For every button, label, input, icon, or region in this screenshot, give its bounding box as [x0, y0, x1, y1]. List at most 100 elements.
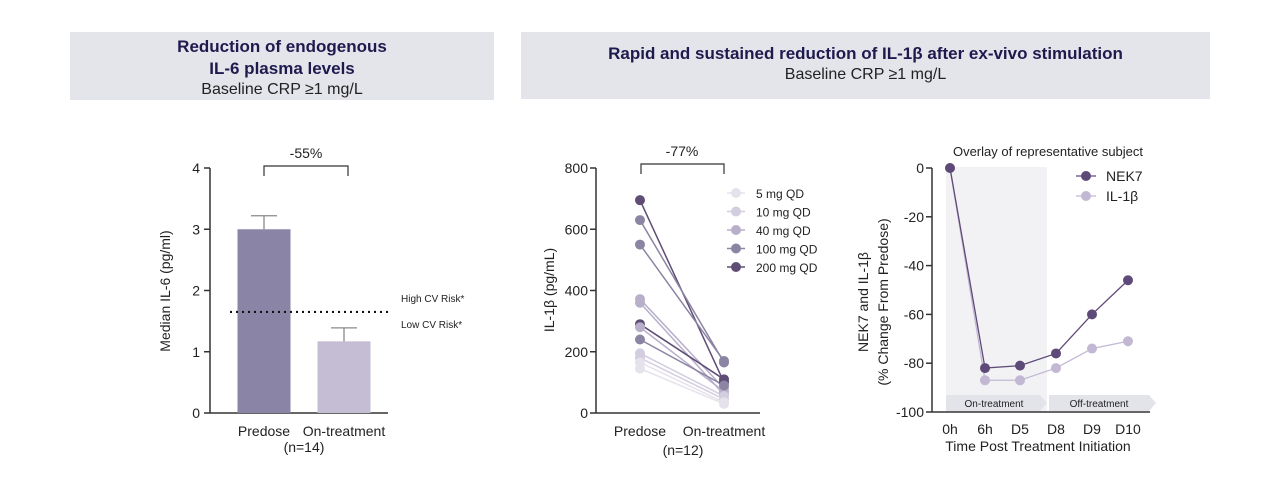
- c3-data-point: [980, 363, 990, 374]
- c2-data-point: [635, 334, 645, 345]
- header-left-title-line1: Reduction of endogenous: [177, 37, 387, 56]
- c3-x-axis-label: Time Post Treatment Initiation: [945, 438, 1130, 454]
- c2-subject-line: [639, 367, 725, 405]
- c3-x-tick-label: 6h: [977, 421, 993, 437]
- c2-legend-marker: [731, 188, 741, 198]
- c2-legend-label: 200 mg QD: [756, 261, 818, 275]
- c2-bracket: [640, 163, 725, 174]
- c3-on-treatment-shading: [946, 167, 1047, 412]
- c3-legend-marker: [1081, 191, 1091, 201]
- c3-data-point: [1123, 275, 1133, 286]
- c3-x-tick-label: 0h: [942, 421, 958, 437]
- c1-bar-on-treatment: [317, 341, 371, 413]
- c2-legend-label: 100 mg QD: [756, 243, 818, 257]
- c2-legend-marker: [731, 225, 741, 235]
- c3-data-point: [1015, 375, 1025, 386]
- c2-legend-label: 10 mg QD: [756, 206, 811, 220]
- c2-data-point: [635, 195, 645, 206]
- c2-y-tick-label: 800: [565, 160, 589, 176]
- c3-y-tick-label: -80: [904, 355, 924, 371]
- c2-legend-marker: [731, 206, 741, 217]
- header-left-subtitle: Baseline CRP ≥1 mg/L: [201, 81, 363, 98]
- c2-subject-line: [639, 357, 725, 400]
- c3-x-tick-label: D10: [1115, 421, 1141, 437]
- c3-data-point: [1087, 343, 1097, 354]
- c2-y-tick-label: 0: [580, 405, 588, 421]
- c2-legend-marker: [731, 262, 741, 272]
- c2-y-axis-label: IL-1β (pg/mL): [541, 248, 557, 332]
- header-right-subtitle: Baseline CRP ≥1 mg/L: [784, 66, 947, 83]
- header-right: Rapid and sustained reduction of IL-1β a…: [521, 32, 1210, 99]
- c3-phase-label-on: On-treatment: [965, 399, 1024, 410]
- c3-phase-label-off: Off-treatment: [1070, 399, 1129, 410]
- c2-bracket-label: -77%: [666, 143, 699, 159]
- c2-data-point: [635, 322, 645, 333]
- c1-bar-predose: [237, 229, 291, 413]
- c2-data-point: [719, 398, 729, 409]
- c3-data-point: [945, 163, 955, 173]
- c2-legend-label: 40 mg QD: [756, 224, 811, 238]
- c3-series-line-nek7: [949, 167, 1129, 369]
- c2-x-tick-label: On-treatment: [683, 423, 766, 439]
- c1-y-axis-label: Median IL-6 (pg/ml): [157, 230, 173, 351]
- c3-data-point: [1087, 309, 1097, 320]
- c3-title: Overlay of representative subject: [953, 144, 1143, 159]
- header-left-title-line2: IL-6 plasma levels: [209, 59, 355, 78]
- c3-y-axis-label-line2: (% Change From Predose): [875, 218, 891, 385]
- c3-legend-marker: [1081, 171, 1091, 181]
- c3-y-tick-label: 0: [916, 160, 924, 176]
- c2-y-tick-label: 600: [565, 221, 589, 237]
- c2-data-point: [719, 355, 729, 366]
- c2-legend-label: 5 mg QD: [756, 187, 804, 201]
- c2-subject-line: [639, 302, 725, 396]
- c1-y-tick-label: 3: [192, 221, 200, 237]
- c3-data-point: [1051, 348, 1061, 359]
- c3-y-tick-label: -40: [904, 258, 924, 274]
- c1-y-tick-label: 1: [192, 344, 200, 360]
- c1-n-label: (n=14): [284, 439, 325, 455]
- c3-x-tick-label: D9: [1083, 421, 1101, 437]
- c2-subject-line: [639, 323, 725, 380]
- c3-y-tick-label: -100: [896, 404, 924, 420]
- c1-y-tick-label: 4: [192, 160, 200, 176]
- c2-subject-line: [639, 298, 725, 390]
- c2-data-point: [635, 239, 645, 250]
- c2-y-tick-label: 400: [565, 283, 589, 299]
- c3-data-point: [980, 375, 990, 386]
- c3-phase-arrow-on: [946, 395, 1047, 411]
- c2-data-point: [635, 363, 645, 374]
- c3-y-tick-label: -20: [904, 209, 924, 225]
- c2-n-label: (n=12): [663, 442, 704, 458]
- c2-y-tick-label: 200: [565, 344, 589, 360]
- c2-x-tick-label: Predose: [614, 423, 666, 439]
- c2-subject-line: [639, 352, 725, 397]
- c2-subject-line: [639, 361, 725, 403]
- c3-data-point: [1051, 363, 1061, 374]
- c1-threshold-high-label: High CV Risk*: [401, 294, 464, 305]
- c1-y-tick-label: 0: [192, 405, 200, 421]
- c1-threshold-low-label: Low CV Risk*: [401, 320, 462, 331]
- c3-legend-label: IL-1β: [1106, 188, 1138, 204]
- c1-y-tick-label: 2: [192, 283, 200, 299]
- c1-x-tick-label: Predose: [238, 423, 290, 439]
- header-left: Reduction of endogenous IL-6 plasma leve…: [70, 32, 494, 100]
- c2-subject-line: [639, 326, 725, 393]
- c2-subject-line: [639, 338, 725, 387]
- header-right-title: Rapid and sustained reduction of IL-1β a…: [608, 44, 1123, 63]
- c2-subject-line: [639, 219, 725, 363]
- c3-legend-label: NEK7: [1106, 168, 1143, 184]
- c1-bracket: [263, 165, 349, 176]
- c2-legend-marker: [731, 243, 741, 254]
- c1-x-tick-label: On-treatment: [303, 423, 386, 439]
- c3-x-tick-label: D8: [1047, 421, 1065, 437]
- c3-y-tick-label: -60: [904, 306, 924, 322]
- c2-data-point: [635, 215, 645, 226]
- c3-series-line-il1b: [949, 167, 1129, 381]
- c2-data-point: [635, 297, 645, 308]
- c3-y-axis-label-line1: NEK7 and IL-1β: [855, 252, 871, 352]
- c3-data-point: [1015, 360, 1025, 371]
- c3-phase-arrow-off: [1049, 395, 1156, 411]
- c2-data-point: [719, 380, 729, 391]
- c1-bracket-label: -55%: [290, 145, 323, 161]
